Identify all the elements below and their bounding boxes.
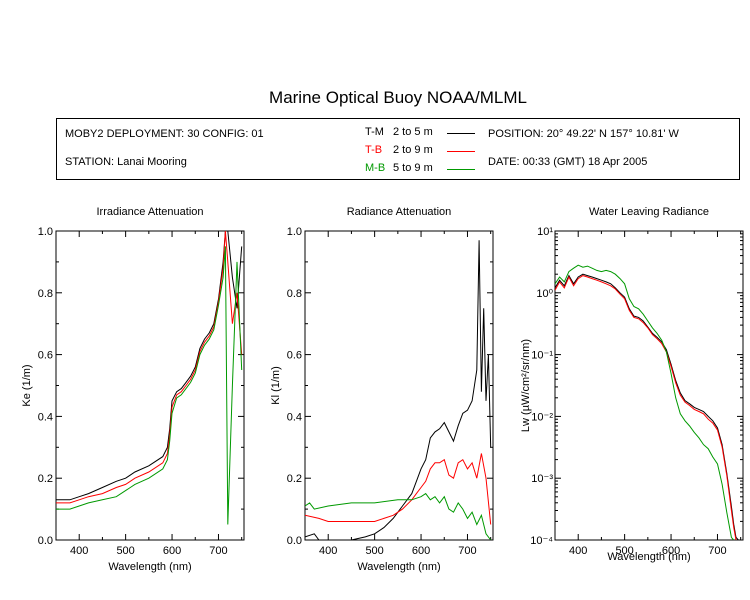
panel2-xtick-label: 600: [412, 545, 430, 557]
panel1-title: Irradiance Attenuation: [96, 206, 204, 218]
panel3-ytick-label: 10¹: [537, 226, 553, 238]
panel2-ytick-label: 0.6: [287, 350, 302, 362]
legend-code-mb: M-B: [365, 162, 386, 174]
info-box: MOBY2 DEPLOYMENT: 30 CONFIG: 01 STATION:…: [56, 118, 740, 180]
panel2-series-t-m: [305, 240, 492, 540]
legend-range-mb: 5 to 9 m: [393, 162, 433, 174]
panel1-xtick-label: 600: [163, 545, 181, 557]
legend-line-tm: [447, 133, 475, 134]
panel2-ytick-label: 0.0: [287, 535, 302, 547]
panel3-ytick-label: 10⁻²: [531, 411, 553, 423]
legend-line-tb: [447, 151, 475, 152]
panel3-ytick-label: 10⁻⁴: [530, 535, 553, 547]
panel1-ytick-label: 0.0: [38, 535, 53, 547]
panel2-ytick-label: 0.8: [287, 288, 302, 300]
panel1-xlabel: Wavelength (nm): [108, 561, 191, 573]
panel1-ylabel: Ke (1/m): [21, 364, 33, 406]
panel3-series-t-m: [555, 273, 739, 540]
panel2-ylabel: Kl (1/m): [270, 366, 282, 405]
panel3-title: Water Leaving Radiance: [588, 206, 710, 218]
panel3-ylabel: Lw (µW/cm²/sr/nm): [520, 339, 532, 432]
legend-code-tm: T-M: [365, 126, 384, 138]
panel2-series-m-b: [305, 492, 492, 540]
panel1-ytick-label: 0.4: [38, 411, 53, 423]
panel1-xtick-label: 500: [116, 545, 134, 557]
panel1-xtick-label: 400: [70, 545, 88, 557]
panel3-xtick-label: 600: [662, 545, 680, 557]
date-text: DATE: 00:33 (GMT) 18 Apr 2005: [488, 156, 648, 168]
panel2-series-t-b: [305, 453, 492, 525]
panel2-xtick-label: 500: [365, 545, 383, 557]
panel1-ytick-label: 1.0: [38, 226, 53, 238]
panel2-xtick-label: 400: [319, 545, 337, 557]
deployment-text: MOBY2 DEPLOYMENT: 30 CONFIG: 01: [65, 128, 264, 140]
panel3-xtick-label: 700: [708, 545, 726, 557]
panel2-ytick-label: 0.4: [287, 411, 302, 423]
position-text: POSITION: 20° 49.22' N 157° 10.81' W: [488, 128, 679, 140]
legend-code-tb: T-B: [365, 144, 383, 156]
panel2-frame: [304, 230, 494, 541]
panel1-series-m-b: [56, 246, 243, 525]
panel1-frame: [55, 230, 245, 541]
station-text: STATION: Lanai Mooring: [65, 156, 187, 168]
panel3-xlabel: Wavelength (nm): [607, 551, 690, 563]
panel3-ytick-label: 10⁻¹: [531, 350, 553, 362]
legend-line-mb: [447, 169, 475, 170]
panel2-xtick-label: 700: [458, 545, 476, 557]
panel2-series-group: [305, 240, 492, 540]
panel1-ytick-label: 0.8: [38, 288, 53, 300]
panel3-series-t-b: [555, 275, 737, 540]
panel3-series-group: [555, 264, 739, 540]
panel3-xtick-label: 500: [615, 545, 633, 557]
legend-range-tm: 2 to 5 m: [393, 126, 433, 138]
panel3-xtick-label: 400: [569, 545, 587, 557]
panel1-ytick-label: 0.6: [38, 350, 53, 362]
panel2-ytick-label: 1.0: [287, 226, 302, 238]
panel2-ytick-label: 0.2: [287, 473, 302, 485]
panel3-ytick-label: 10⁻³: [531, 473, 553, 485]
panel1-xtick-label: 700: [209, 545, 227, 557]
legend-range-tb: 2 to 9 m: [393, 144, 433, 156]
panel1-series-t-m: [56, 231, 243, 501]
panel2-title: Radiance Attenuation: [346, 206, 452, 218]
panel1-series-t-b: [56, 231, 243, 504]
panel3-frame: [554, 230, 744, 541]
panel3-ytick-label: 10⁰: [536, 288, 553, 300]
panel1-series-group: [56, 231, 243, 525]
panel1-ytick-label: 0.2: [38, 473, 53, 485]
page-title: Marine Optical Buoy NOAA/MLML: [269, 88, 527, 107]
panel3-series-m-b: [555, 264, 735, 540]
panel2-xlabel: Wavelength (nm): [357, 561, 440, 573]
